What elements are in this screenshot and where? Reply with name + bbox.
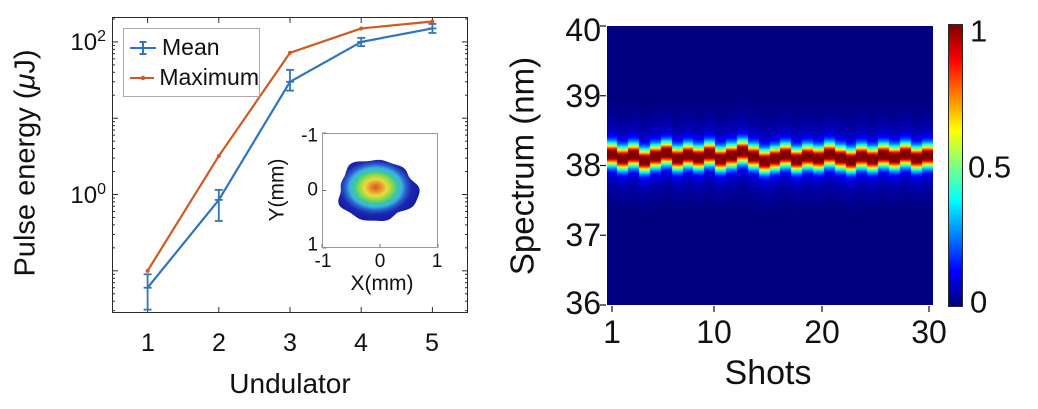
tick-exp: 0 — [97, 181, 106, 198]
left-y-axis-label: Pulse energy (μJ) — [9, 49, 42, 277]
ylabel-mu: μ — [9, 73, 42, 90]
right-y-tick-36: 36 — [565, 285, 601, 321]
right-y-tick-39: 39 — [565, 78, 601, 114]
inset-x-axis-label: X(mm) — [350, 272, 414, 295]
tick-base: 10 — [70, 29, 98, 56]
colorbar-tick-0p5: 0.5 — [968, 149, 1012, 185]
spectrum-heatmap — [607, 26, 933, 305]
ylabel-text: Pulse energy ( — [9, 89, 42, 277]
right-x-axis-label: Shots — [724, 354, 812, 392]
legend-label-maximum: Maximum — [159, 64, 259, 90]
left-y-tick-1: 100 — [70, 182, 106, 208]
right-y-tick-40: 40 — [565, 12, 601, 48]
right-x-tick-10: 10 — [696, 314, 732, 350]
inset-x-tick-neg1: -1 — [314, 251, 332, 272]
colorbar-tick-0: 0 — [970, 284, 988, 320]
maximum-line-sample-icon — [130, 75, 155, 80]
right-y-tick-38: 38 — [565, 147, 601, 183]
inset-x-tick-0: 0 — [374, 251, 386, 272]
left-y-tick-100: 102 — [70, 29, 106, 55]
right-y-tick-37: 37 — [565, 217, 601, 253]
inset-y-tick-0: 0 — [307, 179, 318, 201]
legend-item-maximum: Maximum — [129, 66, 259, 89]
inset-y-axis-label: Y(mm) — [265, 158, 289, 222]
left-x-tick-2: 2 — [212, 329, 226, 357]
colorbar-tick-1: 1 — [970, 13, 988, 49]
legend: Mean Maximum — [123, 28, 260, 97]
tick-base: 10 — [70, 182, 98, 209]
right-x-tick-20: 20 — [804, 314, 840, 350]
legend-item-mean: Mean — [129, 36, 259, 59]
inset-y-tick-neg1: -1 — [301, 125, 318, 147]
tick-exp: 2 — [97, 28, 106, 45]
left-x-tick-3: 3 — [283, 329, 297, 357]
ylabel-text-suffix: J) — [9, 49, 42, 74]
right-y-axis-label: Spectrum (nm) — [503, 56, 541, 276]
legend-label-mean: Mean — [162, 34, 220, 60]
colorbar — [948, 24, 963, 307]
right-x-tick-1: 1 — [603, 314, 621, 350]
right-x-tick-30: 30 — [911, 314, 947, 350]
beam-profile-blob — [338, 159, 420, 221]
left-x-tick-5: 5 — [425, 329, 439, 357]
left-x-axis-label: Undulator — [229, 368, 351, 399]
inset-axes — [321, 132, 439, 249]
inset-x-tick-1: 1 — [431, 251, 443, 272]
left-x-tick-4: 4 — [354, 329, 368, 357]
left-x-tick-1: 1 — [141, 329, 155, 357]
mean-line-sample-icon — [130, 40, 156, 55]
